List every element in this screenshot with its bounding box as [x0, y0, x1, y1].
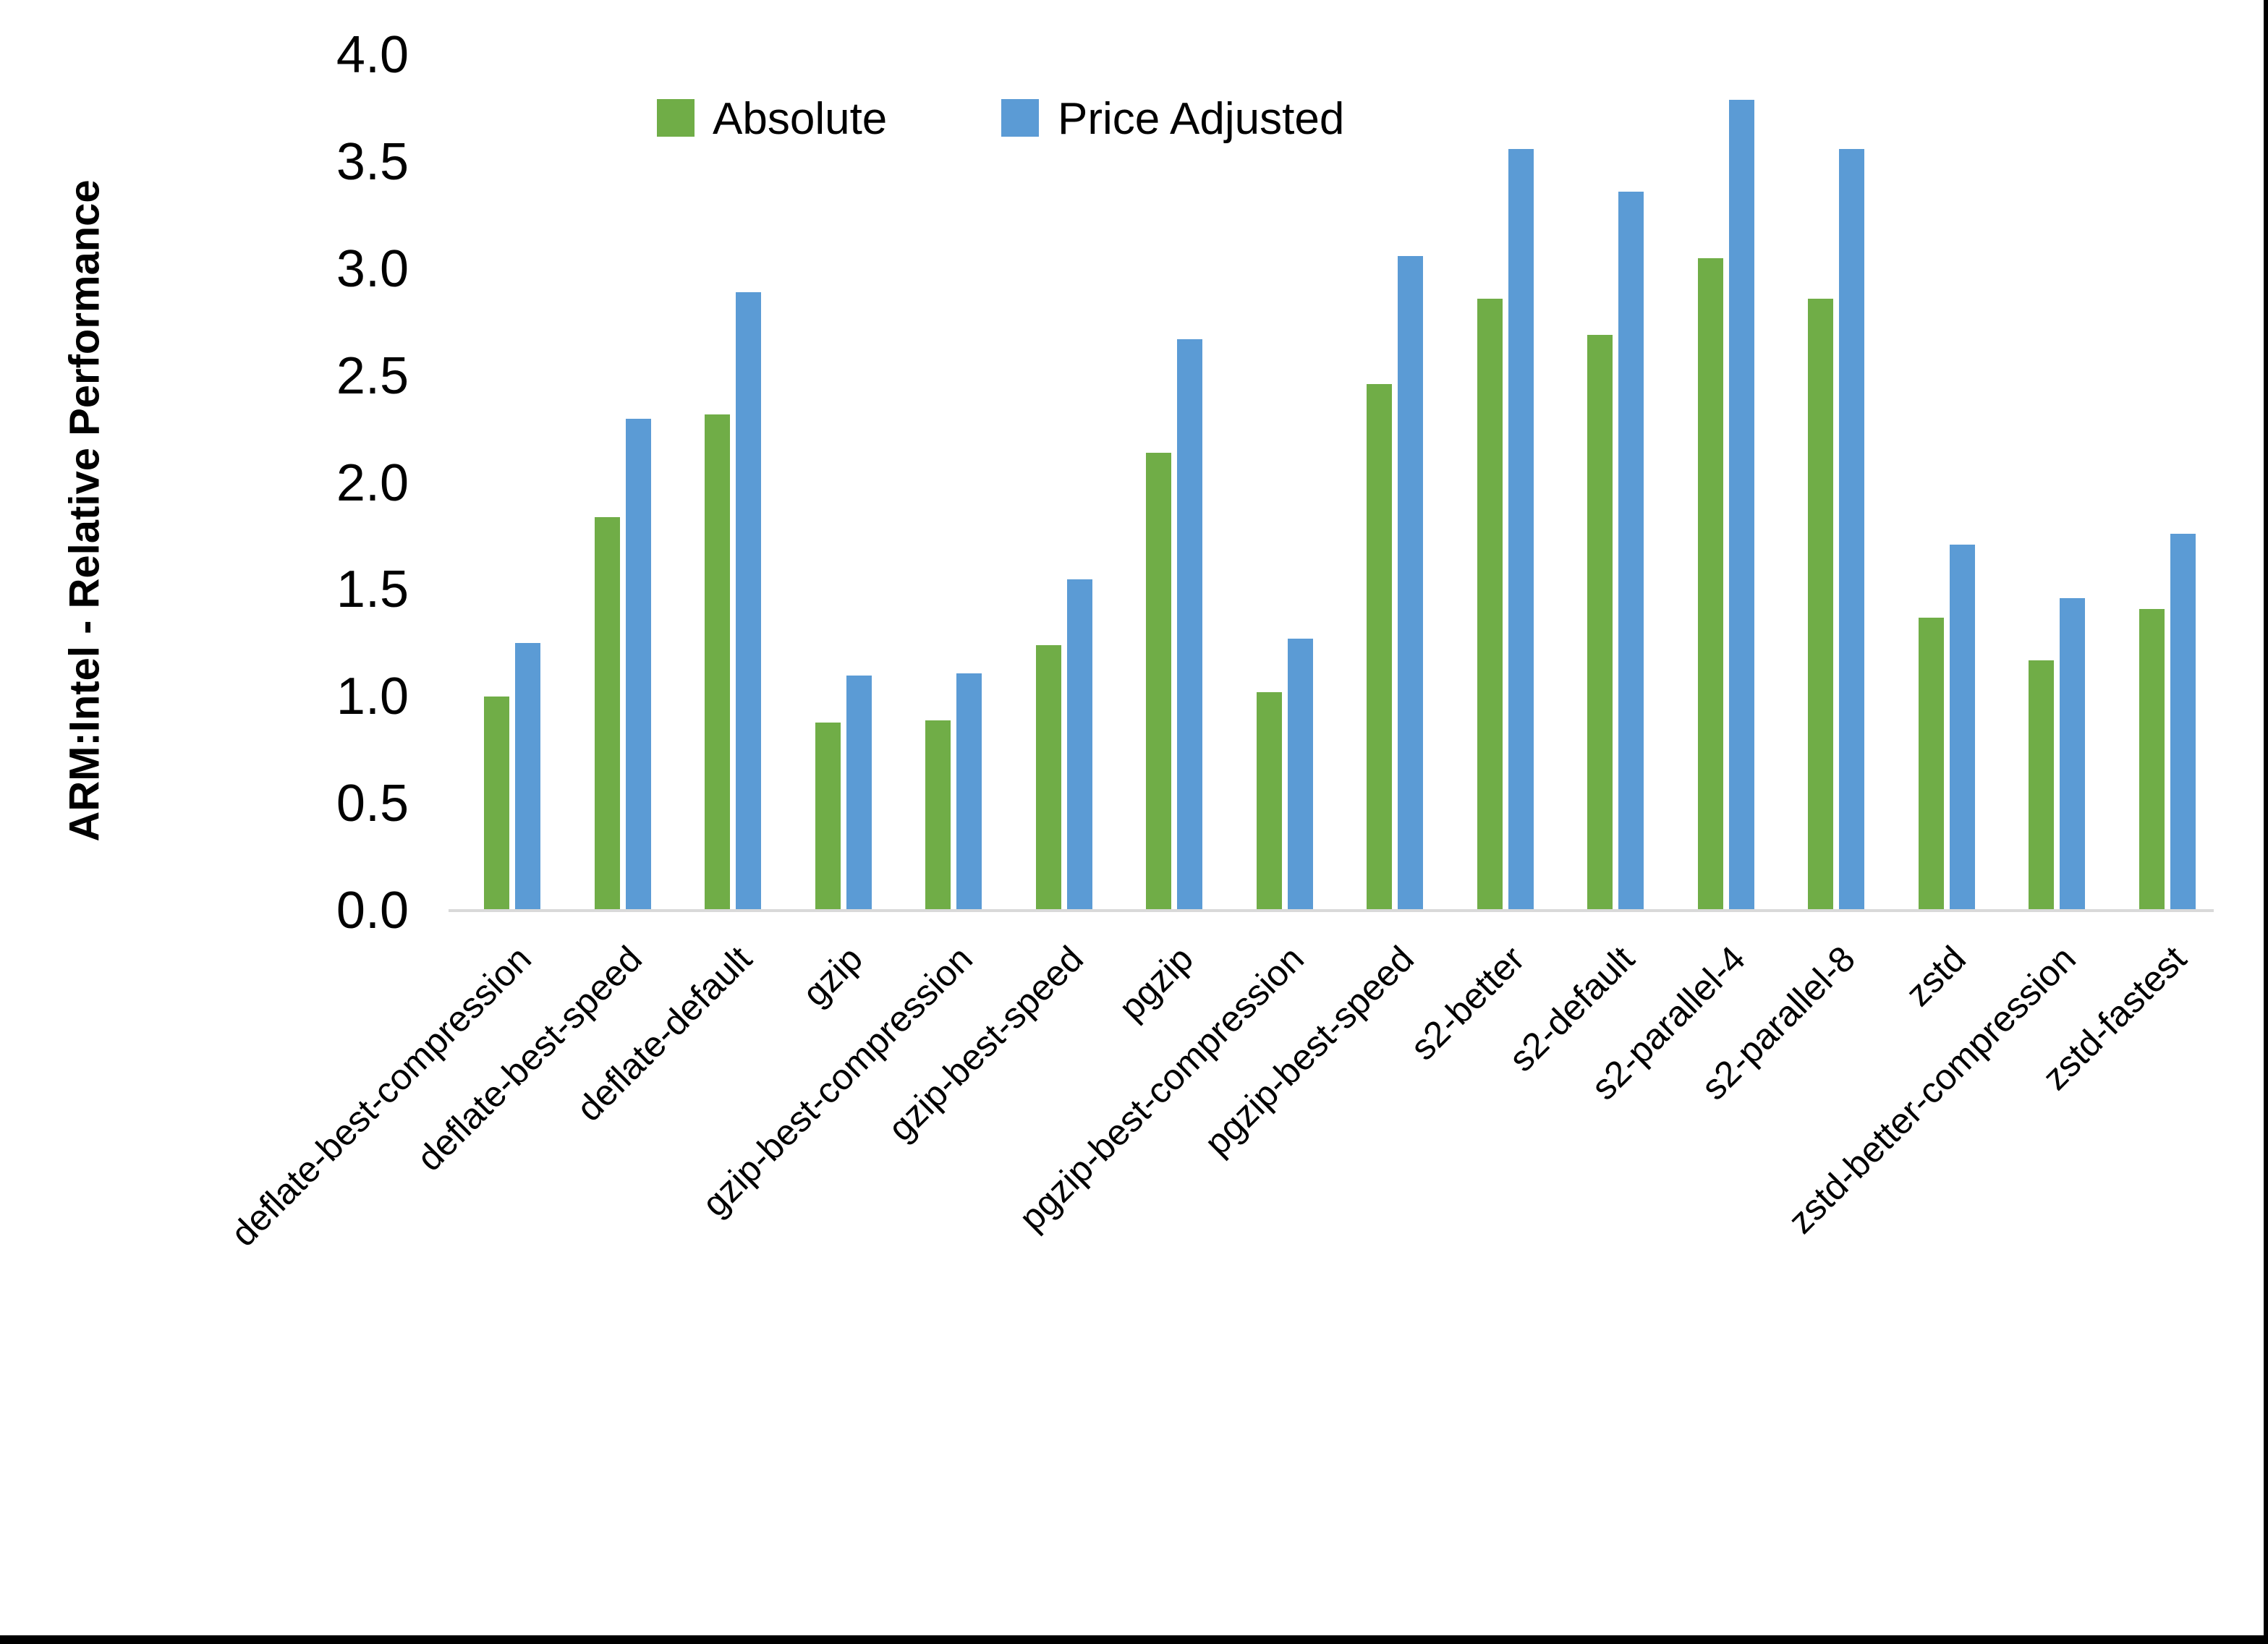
- bottom-frame-border: [0, 1635, 2268, 1644]
- bar-price-adjusted-s2-better: [1508, 149, 1534, 911]
- bar-price-adjusted-s2-default: [1618, 192, 1644, 911]
- bar-price-adjusted-deflate-best-speed: [625, 418, 651, 911]
- right-frame-border: [2264, 0, 2268, 1644]
- bar-absolute-s2-default: [1587, 335, 1613, 911]
- y-axis-title: ARM:Intel - Relative Performance: [61, 179, 109, 842]
- bar-absolute-s2-better: [1477, 299, 1503, 911]
- bar-absolute-deflate-best-speed: [594, 516, 620, 911]
- y-tick-4.0: 4.0: [336, 26, 409, 84]
- y-tick-1.0: 1.0: [336, 668, 409, 726]
- bar-absolute-zstd: [1918, 617, 1944, 911]
- bar-price-adjusted-zstd-better-compression: [2060, 598, 2085, 911]
- x-axis-baseline: [449, 909, 2214, 912]
- bar-price-adjusted-gzip: [846, 675, 872, 911]
- bar-price-adjusted-pgzip-best-speed: [1398, 256, 1423, 911]
- bar-absolute-s2-parallel-8: [1808, 299, 1833, 911]
- bar-price-adjusted-pgzip-best-compression: [1287, 639, 1313, 911]
- bar-absolute-zstd-fastest: [2139, 608, 2165, 911]
- bar-price-adjusted-deflate-default: [736, 292, 761, 911]
- bar-absolute-deflate-best-compression: [484, 697, 509, 911]
- y-tick-3.5: 3.5: [336, 132, 409, 191]
- y-tick-2.5: 2.5: [336, 346, 409, 405]
- bar-price-adjusted-s2-parallel-4: [1728, 100, 1754, 911]
- y-tick-2.0: 2.0: [336, 453, 409, 512]
- bar-price-adjusted-s2-parallel-8: [1839, 149, 1864, 911]
- bar-price-adjusted-deflate-best-compression: [515, 643, 540, 911]
- bar-absolute-zstd-better-compression: [2029, 660, 2054, 911]
- bar-absolute-s2-parallel-4: [1697, 257, 1723, 911]
- bar-absolute-gzip-best-speed: [1035, 645, 1061, 911]
- bar-price-adjusted-gzip-best-speed: [1066, 579, 1092, 911]
- y-tick-1.5: 1.5: [336, 561, 409, 619]
- y-tick-0.5: 0.5: [336, 775, 409, 833]
- y-tick-3.0: 3.0: [336, 239, 409, 298]
- y-tick-0.0: 0.0: [336, 882, 409, 940]
- legend-label-absolute: Absolute: [713, 94, 888, 144]
- legend-label-price-adjusted: Price Adjusted: [1058, 94, 1345, 144]
- legend-swatch-absolute: [657, 99, 695, 137]
- bar-absolute-pgzip-best-speed: [1367, 384, 1392, 911]
- bar-price-adjusted-gzip-best-compression: [956, 673, 982, 911]
- bar-absolute-deflate-default: [705, 414, 730, 911]
- bar-absolute-pgzip-best-compression: [1256, 692, 1282, 911]
- bar-price-adjusted-zstd: [1949, 545, 1975, 911]
- bar-price-adjusted-zstd-fastest: [2170, 534, 2196, 911]
- bar-price-adjusted-pgzip: [1177, 339, 1202, 911]
- bar-absolute-pgzip: [1146, 453, 1171, 911]
- bar-absolute-gzip-best-compression: [925, 720, 951, 911]
- bar-absolute-gzip: [815, 722, 841, 911]
- legend-swatch-price-adjusted: [1001, 99, 1039, 137]
